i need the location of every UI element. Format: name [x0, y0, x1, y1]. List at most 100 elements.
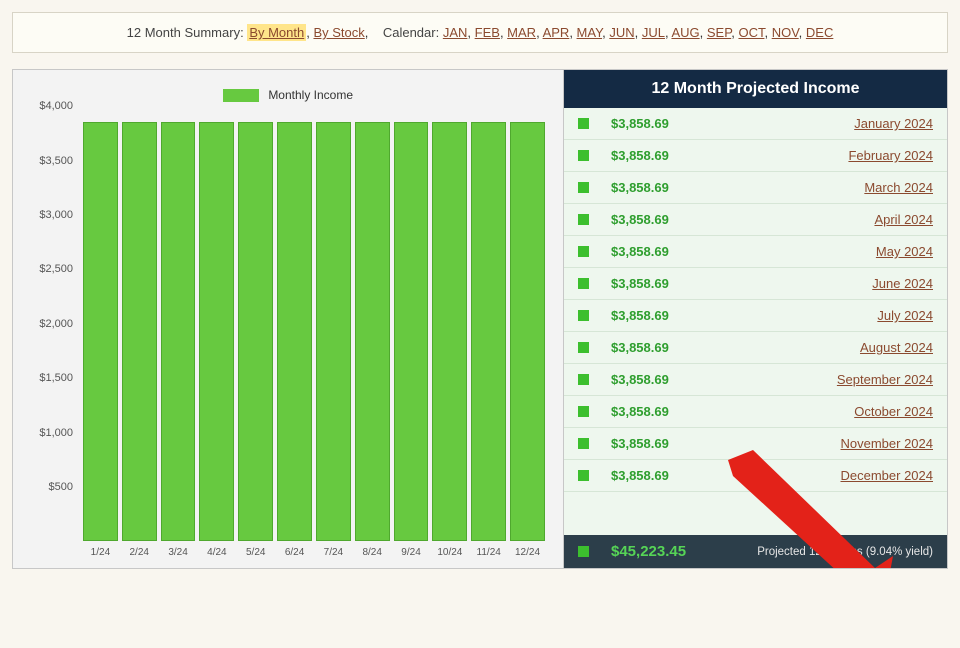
y-tick: $3,500 [39, 155, 73, 167]
bar-8/24[interactable] [355, 122, 390, 542]
total-swatch-icon [578, 546, 589, 557]
bar-5/24[interactable] [238, 122, 273, 542]
y-tick: $3,000 [39, 209, 73, 221]
row-amount: $3,858.69 [611, 436, 711, 451]
bar-3/24[interactable] [161, 122, 196, 542]
chart-x-axis: 1/242/243/244/245/246/247/248/249/2410/2… [27, 541, 549, 558]
projected-row: $3,858.69 October 2024 [564, 396, 947, 428]
y-tick: $4,000 [39, 100, 73, 112]
chart-bars [79, 106, 549, 541]
row-swatch-icon [578, 278, 589, 289]
projected-row: $3,858.69 June 2024 [564, 268, 947, 300]
row-amount: $3,858.69 [611, 116, 711, 131]
y-tick: $1,500 [39, 372, 73, 384]
bar-1/24[interactable] [83, 122, 118, 542]
row-amount: $3,858.69 [611, 180, 711, 195]
projected-row: $3,858.69 January 2024 [564, 108, 947, 140]
row-swatch-icon [578, 182, 589, 193]
x-label: 11/24 [471, 547, 506, 558]
calendar-link-feb[interactable]: FEB [475, 25, 500, 40]
bar-2/24[interactable] [122, 122, 157, 542]
projected-row: $3,858.69 August 2024 [564, 332, 947, 364]
bar-4/24[interactable] [199, 122, 234, 542]
calendar-link-nov[interactable]: NOV [772, 25, 799, 40]
projected-row: $3,858.69 November 2024 [564, 428, 947, 460]
projected-row: $3,858.69 February 2024 [564, 140, 947, 172]
chart-y-axis: $500 $1,000 $1,500 $2,000 $2,500 $3,000 $3,500… [27, 106, 79, 541]
y-tick: $1,000 [39, 427, 73, 439]
chart-legend: Monthly Income [27, 88, 549, 102]
bar-9/24[interactable] [394, 122, 429, 542]
y-tick: $500 [49, 481, 73, 493]
row-swatch-icon [578, 118, 589, 129]
x-label: 7/24 [316, 547, 351, 558]
chart-plot-area [79, 106, 549, 541]
row-month-link[interactable]: January 2024 [854, 116, 933, 131]
calendar-link-jul[interactable]: JUL [642, 25, 665, 40]
projected-income-panel: 12 Month Projected Income $3,858.69 Janua… [563, 70, 947, 568]
y-tick: $2,500 [39, 263, 73, 275]
link-by-month[interactable]: By Month [247, 24, 306, 41]
bar-6/24[interactable] [277, 122, 312, 542]
row-month-link[interactable]: October 2024 [854, 404, 933, 419]
monthly-income-chart: Monthly Income $500 $1,000 $1,500 $2,000 $2,… [13, 70, 563, 568]
row-amount: $3,858.69 [611, 340, 711, 355]
row-amount: $3,858.69 [611, 404, 711, 419]
legend-label: Monthly Income [268, 88, 353, 102]
row-month-link[interactable]: November 2024 [841, 436, 934, 451]
projected-row: $3,858.69 December 2024 [564, 460, 947, 492]
row-swatch-icon [578, 246, 589, 257]
row-month-link[interactable]: April 2024 [874, 212, 933, 227]
row-month-link[interactable]: February 2024 [848, 148, 933, 163]
projected-total-label: Projected 12 Months (9.04% yield) [757, 546, 933, 558]
projected-row: $3,858.69 March 2024 [564, 172, 947, 204]
x-label: 4/24 [199, 547, 234, 558]
row-month-link[interactable]: September 2024 [837, 372, 933, 387]
projected-row: $3,858.69April 2024 [564, 204, 947, 236]
calendar-link-mar[interactable]: MAR [507, 25, 536, 40]
calendar-link-sep[interactable]: SEP [707, 25, 731, 40]
row-swatch-icon [578, 310, 589, 321]
row-month-link[interactable]: June 2024 [872, 276, 933, 291]
bar-10/24[interactable] [432, 122, 467, 542]
x-label: 3/24 [161, 547, 196, 558]
link-by-stock[interactable]: By Stock [313, 25, 364, 40]
row-amount: $3,858.69 [611, 244, 711, 259]
summary-nav-bar: 12 Month Summary: By Month, By Stock, Ca… [12, 12, 948, 53]
row-amount: $3,858.69 [611, 148, 711, 163]
calendar-link-may[interactable]: MAY [577, 25, 603, 40]
projected-total-row: $45,223.45 Projected 12 Months (9.04% yi… [564, 535, 947, 568]
calendar-link-oct[interactable]: OCT [738, 25, 764, 40]
row-amount: $3,858.69 [611, 468, 711, 483]
summary-label: 12 Month Summary: [127, 25, 244, 40]
bar-7/24[interactable] [316, 122, 351, 542]
row-swatch-icon [578, 374, 589, 385]
row-swatch-icon [578, 342, 589, 353]
calendar-link-jan[interactable]: JAN [443, 25, 468, 40]
row-amount: $3,858.69 [611, 276, 711, 291]
x-label: 9/24 [394, 547, 429, 558]
row-month-link[interactable]: March 2024 [864, 180, 933, 195]
calendar-link-dec[interactable]: DEC [806, 25, 833, 40]
x-label: 5/24 [238, 547, 273, 558]
x-label: 12/24 [510, 547, 545, 558]
calendar-label: Calendar: [383, 25, 439, 40]
calendar-link-apr[interactable]: APR [543, 25, 570, 40]
row-month-link[interactable]: May 2024 [876, 244, 933, 259]
projected-row: $3,858.69 May 2024 [564, 236, 947, 268]
projected-title: 12 Month Projected Income [564, 70, 947, 108]
row-month-link[interactable]: July 2024 [877, 308, 933, 323]
calendar-link-jun[interactable]: JUN [609, 25, 634, 40]
bar-11/24[interactable] [471, 122, 506, 542]
row-month-link[interactable]: August 2024 [860, 340, 933, 355]
calendar-link-aug[interactable]: AUG [671, 25, 699, 40]
main-panel: Monthly Income $500 $1,000 $1,500 $2,000 $2,… [12, 69, 948, 569]
y-tick: $2,000 [39, 318, 73, 330]
x-label: 2/24 [122, 547, 157, 558]
x-label: 8/24 [355, 547, 390, 558]
x-label: 1/24 [83, 547, 118, 558]
row-amount: $3,858.69 [611, 372, 711, 387]
row-month-link[interactable]: December 2024 [841, 468, 934, 483]
bar-12/24[interactable] [510, 122, 545, 542]
row-swatch-icon [578, 150, 589, 161]
